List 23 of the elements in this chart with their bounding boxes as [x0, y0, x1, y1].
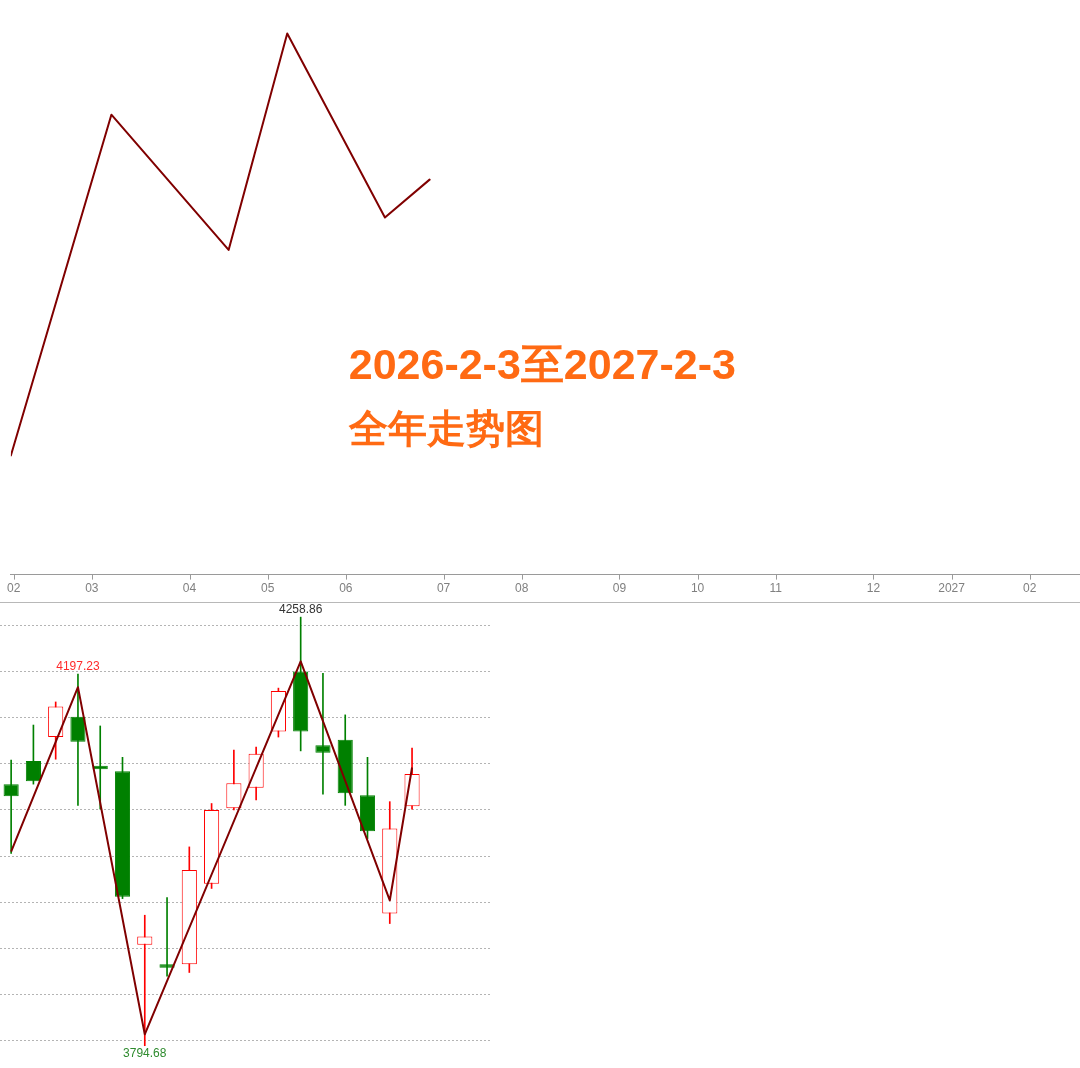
x-tick-label: 07	[436, 581, 451, 596]
x-tick-label: 03	[85, 581, 99, 596]
annotation: 3794.68	[123, 1046, 167, 1061]
text: 全年走势图	[347, 407, 544, 451]
x-tick-label: 11	[769, 581, 783, 596]
x-tick-label: 04	[182, 581, 197, 596]
x-tick-label: 06	[339, 581, 353, 596]
x-tick-label: 05	[261, 581, 275, 596]
candlestick	[137, 914, 153, 1047]
candlestick	[3, 759, 19, 854]
candlestick	[315, 673, 331, 795]
x-tick-label: 12	[866, 581, 881, 596]
x-tick-label: 02	[6, 581, 21, 596]
x-tick-label: 2027	[938, 581, 966, 596]
x-tick-label: 02	[1023, 581, 1037, 596]
x-tick-label: 09	[612, 581, 627, 596]
candlestick	[70, 673, 86, 806]
text: 2026-2-3至2027-2-3	[348, 340, 736, 389]
annotation: 4197.23	[56, 659, 100, 674]
x-tick-label: 08	[515, 581, 529, 596]
candlestick	[159, 897, 175, 977]
annotation: 4258.86	[278, 602, 323, 617]
x-tick-label: 10	[690, 581, 705, 596]
